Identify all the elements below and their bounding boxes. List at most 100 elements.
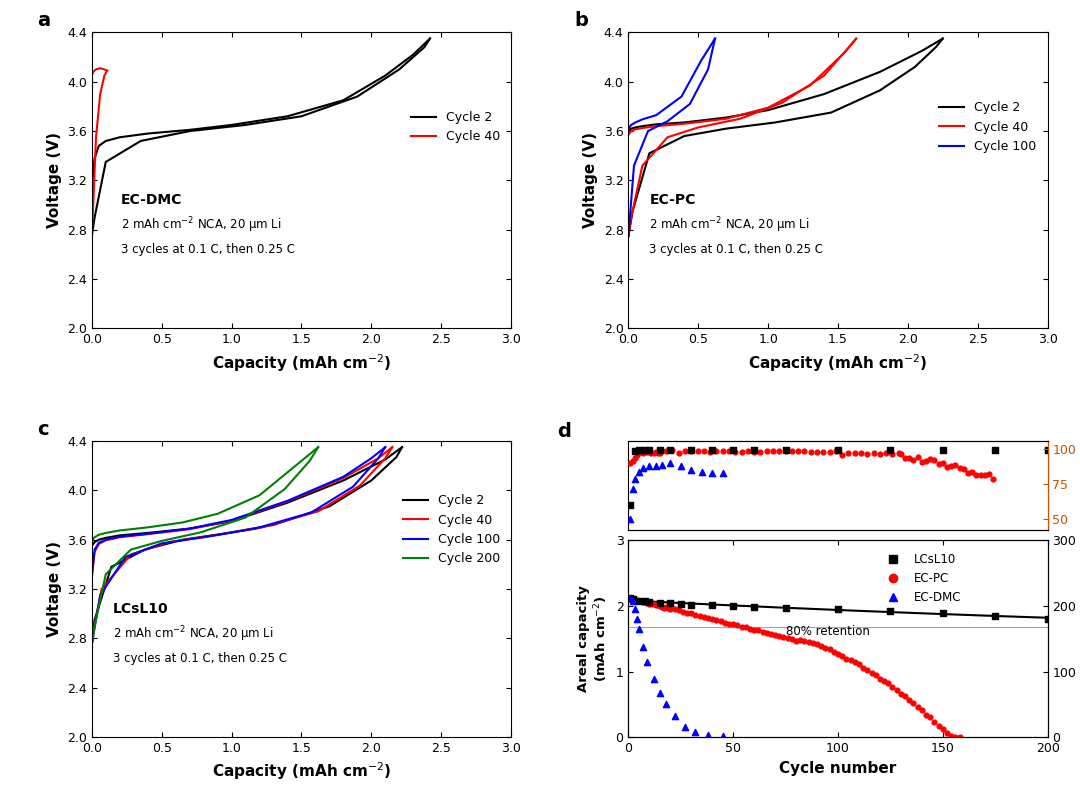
Legend: Cycle 2, Cycle 40: Cycle 2, Cycle 40 [405, 106, 504, 148]
Text: EC-DMC: EC-DMC [121, 193, 183, 207]
Point [631, 622, 648, 635]
Point [865, 446, 882, 459]
Point [624, 595, 642, 608]
Point [640, 446, 658, 458]
Point [632, 595, 649, 608]
Point [783, 445, 800, 458]
Point [955, 463, 972, 475]
Point [745, 624, 762, 637]
Point [950, 462, 968, 475]
Point [643, 446, 660, 459]
Point [752, 446, 769, 458]
Point [672, 598, 689, 611]
Point [638, 446, 656, 458]
X-axis label: Capacity (mAh cm$^{-2}$): Capacity (mAh cm$^{-2}$) [212, 352, 391, 373]
Point [745, 444, 762, 457]
Text: EC-PC: EC-PC [649, 193, 696, 207]
Point [881, 444, 899, 457]
Point [693, 465, 711, 478]
Point [703, 599, 720, 612]
Point [626, 472, 644, 485]
Point [872, 673, 889, 686]
Point [883, 680, 901, 693]
Point [827, 444, 845, 457]
Point [914, 704, 931, 717]
Point [829, 444, 847, 457]
Point [777, 602, 794, 615]
X-axis label: Capacity (mAh cm$^{-2}$): Capacity (mAh cm$^{-2}$) [748, 352, 928, 373]
Point [626, 603, 644, 616]
Point [640, 595, 658, 608]
Text: b: b [573, 11, 588, 31]
Point [631, 444, 648, 457]
Point [821, 643, 838, 656]
Point [678, 607, 696, 620]
Point [651, 446, 669, 459]
Point [917, 709, 934, 722]
Point [930, 458, 947, 471]
Point [696, 610, 713, 623]
Point [796, 635, 813, 648]
Point [888, 683, 905, 696]
Text: c: c [38, 420, 49, 439]
Point [846, 656, 863, 669]
Point [638, 596, 656, 609]
Point [959, 467, 976, 480]
Point [758, 626, 775, 639]
Point [789, 445, 807, 458]
Point [842, 653, 860, 666]
Point [631, 465, 648, 478]
Point [901, 693, 918, 706]
Point [872, 447, 889, 460]
Point [739, 445, 756, 458]
Point [651, 443, 669, 456]
Point [631, 595, 648, 608]
Point [647, 598, 664, 611]
Point [774, 631, 792, 644]
Point [881, 605, 899, 618]
Point [838, 652, 855, 665]
Point [905, 454, 922, 467]
Point [658, 601, 675, 614]
Point [825, 646, 842, 659]
Point [765, 445, 782, 458]
Point [986, 444, 1003, 457]
Point [703, 612, 720, 625]
Point [660, 602, 677, 615]
Point [934, 444, 951, 457]
Point [850, 658, 867, 671]
Point [914, 455, 931, 468]
Point [700, 729, 717, 742]
Y-axis label: Voltage (V): Voltage (V) [46, 541, 62, 637]
Point [683, 599, 700, 612]
Point [714, 730, 731, 743]
Point [805, 637, 822, 650]
Point [917, 455, 934, 468]
Point [783, 632, 800, 645]
Point [745, 446, 762, 458]
Point [909, 701, 927, 714]
Point [651, 596, 669, 609]
Y-axis label: Voltage (V): Voltage (V) [46, 133, 62, 228]
Point [653, 601, 671, 614]
Point [926, 715, 943, 728]
Point [691, 609, 708, 622]
Point [985, 472, 1002, 485]
Point [896, 451, 914, 464]
Point [926, 454, 943, 467]
Point [707, 613, 725, 626]
Text: 3 cycles at 0.1 C, then 0.25 C: 3 cycles at 0.1 C, then 0.25 C [112, 651, 287, 664]
Point [683, 464, 700, 477]
Point [733, 446, 751, 458]
Point [976, 469, 994, 482]
Point [626, 445, 644, 458]
Point [972, 468, 989, 481]
Point [750, 624, 767, 637]
Point [634, 461, 651, 474]
Point [683, 445, 700, 458]
Point [758, 445, 775, 458]
Point [622, 513, 639, 526]
Text: LCsL10: LCsL10 [112, 602, 168, 616]
Point [716, 616, 733, 629]
Point [658, 445, 675, 458]
